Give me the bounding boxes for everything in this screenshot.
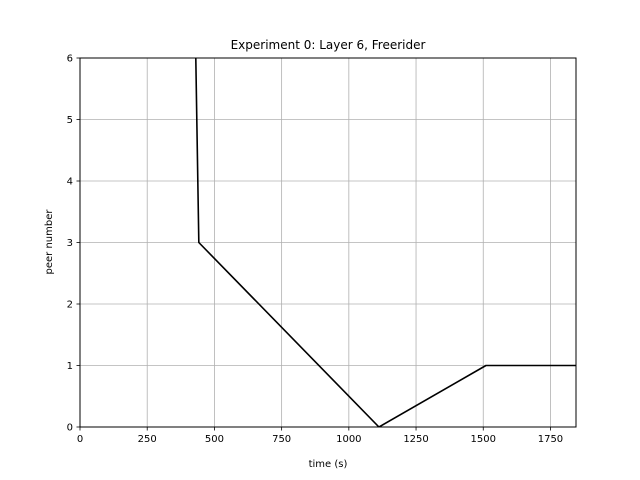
x-tick-label: 750 xyxy=(272,434,291,445)
x-tick-label: 500 xyxy=(205,434,224,445)
y-tick-label: 4 xyxy=(67,177,73,188)
x-tick-label: 0 xyxy=(77,434,83,445)
y-tick-label: 5 xyxy=(67,115,73,126)
x-axis-ticks: 0 250 500 750 1000 1250 1500 1750 xyxy=(77,427,563,445)
series-line xyxy=(195,58,576,427)
y-tick-label: 3 xyxy=(67,238,73,249)
y-tick-label: 0 xyxy=(67,423,73,434)
x-tick-label: 250 xyxy=(138,434,157,445)
x-tick-label: 1750 xyxy=(538,434,563,445)
y-tick-label: 1 xyxy=(67,361,73,372)
x-tick-label: 1000 xyxy=(336,434,361,445)
y-axis-label: peer number xyxy=(44,209,55,275)
data-series xyxy=(195,58,576,427)
x-tick-label: 1500 xyxy=(471,434,496,445)
y-axis-ticks: 0 1 2 3 4 5 6 xyxy=(67,54,80,434)
chart-title: Experiment 0: Layer 6, Freerider xyxy=(231,38,426,52)
x-axis-label: time (s) xyxy=(309,459,348,470)
y-tick-label: 2 xyxy=(67,300,73,311)
grid-lines xyxy=(79,57,576,428)
x-tick-label: 1250 xyxy=(403,434,428,445)
y-tick-label: 6 xyxy=(67,54,73,65)
